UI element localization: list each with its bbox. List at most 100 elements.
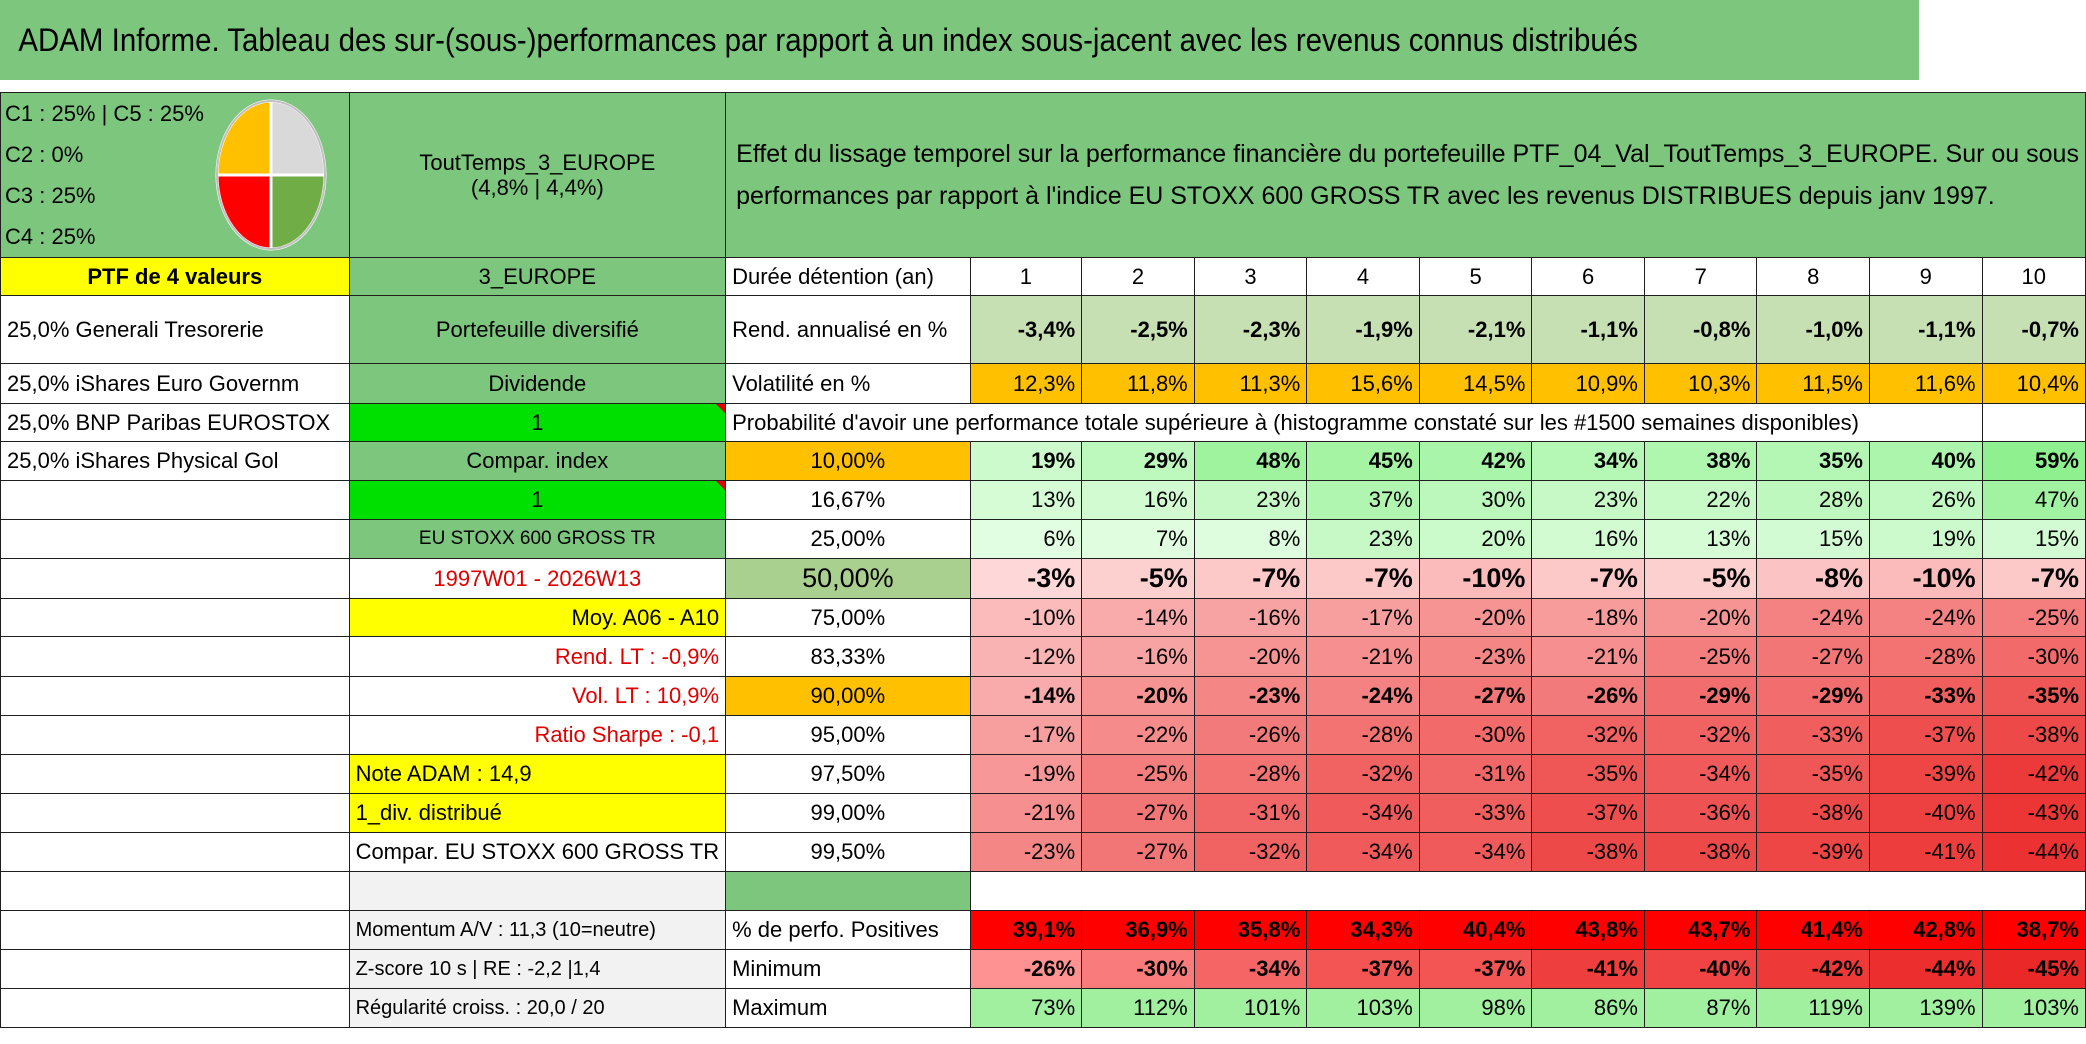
- prob-value: -27%: [1081, 832, 1195, 872]
- empty-cell: [0, 480, 350, 520]
- min-value-3: -34%: [1193, 949, 1308, 989]
- prob-value: -39%: [1756, 832, 1870, 872]
- prob-value: -23%: [1193, 676, 1308, 716]
- prob-value: 15%: [1756, 519, 1870, 559]
- sharpe: Ratio Sharpe : -0,1: [348, 715, 727, 755]
- pos-value-9: 42,8%: [1869, 910, 1983, 950]
- prob-value: -16%: [1193, 598, 1308, 637]
- empty-cell: [0, 832, 350, 872]
- prob-value: -25%: [1981, 598, 2086, 637]
- pos-value-8: 41,4%: [1756, 910, 1870, 950]
- momentum: Momentum A/V : 11,3 (10=neutre): [348, 910, 727, 950]
- portfolio-name: ToutTemps_3_EUROPE: [419, 149, 656, 175]
- empty-cell: [0, 871, 350, 911]
- rend-value-1: -3,4%: [969, 295, 1083, 364]
- rend-lt: Rend. LT : -0,9%: [348, 636, 727, 677]
- empty-cell: [0, 558, 350, 599]
- prob-value: -27%: [1081, 793, 1195, 833]
- prob-value: -18%: [1531, 598, 1645, 637]
- prob-value: 13%: [1643, 519, 1758, 559]
- prob-value: -28%: [1193, 754, 1308, 794]
- max-value-2: 112%: [1081, 988, 1195, 1028]
- prob-value: -27%: [1756, 636, 1870, 677]
- pos-value-7: 43,7%: [1643, 910, 1758, 950]
- prob-threshold-3: 25,00%: [725, 519, 971, 559]
- prob-value: -32%: [1643, 715, 1758, 755]
- prob-value: 22%: [1643, 480, 1758, 520]
- prob-value: -32%: [1306, 754, 1420, 794]
- rend-value-10: -0,7%: [1981, 295, 2086, 364]
- year-9: 9: [1869, 257, 1983, 296]
- min-value-4: -37%: [1306, 949, 1420, 989]
- rend-value-9: -1,1%: [1869, 295, 1983, 364]
- vol-value-5: 14,5%: [1418, 363, 1533, 404]
- prob-value: -21%: [969, 793, 1083, 833]
- min-value-2: -30%: [1081, 949, 1195, 989]
- prob-value: -34%: [1306, 832, 1420, 872]
- description-cell: Effet du lissage temporel sur la perform…: [725, 92, 2086, 258]
- prob-value: 59%: [1981, 441, 2086, 481]
- prob-threshold-7: 90,00%: [725, 676, 971, 716]
- prob-value: 19%: [1869, 519, 1983, 559]
- prob-threshold-9: 97,50%: [725, 754, 971, 794]
- prob-value: 16%: [1081, 480, 1195, 520]
- prob-value: -30%: [1981, 636, 2086, 677]
- empty-cell: [0, 949, 350, 989]
- vol-label: Volatilité en %: [725, 363, 971, 404]
- prob-value: -14%: [1081, 598, 1195, 637]
- min-value-10: -45%: [1981, 949, 2086, 989]
- prob-value: -33%: [1418, 793, 1533, 833]
- allocation-c3: C3 : 25%: [5, 183, 96, 208]
- prob-value: -8%: [1756, 558, 1870, 599]
- prob-threshold-10: 99,00%: [725, 793, 971, 833]
- rend-label: Rend. annualisé en %: [725, 295, 971, 364]
- prob-value: -40%: [1869, 793, 1983, 833]
- pos-value-4: 34,3%: [1306, 910, 1420, 950]
- prob-value: -34%: [1643, 754, 1758, 794]
- vol-value-8: 11,5%: [1756, 363, 1870, 404]
- prob-value: -39%: [1869, 754, 1983, 794]
- allocation-c2: C2 : 0%: [5, 142, 84, 167]
- dividende-label: Dividende: [348, 363, 727, 404]
- report-title: ADAM Informe. Tableau des sur-(sous-)per…: [0, 0, 1920, 80]
- rend-value-6: -1,1%: [1531, 295, 1645, 364]
- prob-value: 34%: [1531, 441, 1645, 481]
- prob-value: -27%: [1418, 676, 1533, 716]
- note-adam: Note ADAM : 14,9: [348, 754, 727, 794]
- empty-cell: [0, 988, 350, 1028]
- prob-value: -24%: [1756, 598, 1870, 637]
- rend-value-2: -2,5%: [1081, 295, 1195, 364]
- pos-value-5: 40,4%: [1418, 910, 1533, 950]
- prob-value: 23%: [1531, 480, 1645, 520]
- prob-value: -20%: [1081, 676, 1195, 716]
- prob-value: 29%: [1081, 441, 1195, 481]
- portfolio-header: ToutTemps_3_EUROPE (4,8% | 4,4%): [348, 92, 727, 258]
- allocation-pie: [213, 97, 329, 257]
- prob-value: -22%: [1081, 715, 1195, 755]
- prob-value: -42%: [1981, 754, 2086, 794]
- portfolio-stats: (4,8% | 4,4%): [470, 175, 604, 200]
- prob-value: -36%: [1643, 793, 1758, 833]
- prob-value: -7%: [1306, 558, 1420, 599]
- prob-value: -38%: [1531, 832, 1645, 872]
- prob-value: 47%: [1981, 480, 2086, 520]
- prob-threshold-5: 75,00%: [725, 598, 971, 637]
- prob-value: -17%: [969, 715, 1083, 755]
- pos-value-6: 43,8%: [1531, 910, 1645, 950]
- year-5: 5: [1418, 257, 1533, 296]
- prob-value: 28%: [1756, 480, 1870, 520]
- empty-cell: [0, 754, 350, 794]
- prob-value: -34%: [1306, 793, 1420, 833]
- min-value-9: -44%: [1869, 949, 1983, 989]
- prob-value: -3%: [969, 558, 1083, 599]
- year-3: 3: [1193, 257, 1308, 296]
- year-7: 7: [1643, 257, 1758, 296]
- vol-value-4: 15,6%: [1306, 363, 1420, 404]
- max-value-5: 98%: [1418, 988, 1533, 1028]
- max-value-8: 119%: [1756, 988, 1870, 1028]
- prob-title: Probabilité d'avoir une performance tota…: [725, 403, 1983, 442]
- prob-value: -41%: [1869, 832, 1983, 872]
- max-label: Maximum: [725, 988, 971, 1028]
- max-value-6: 86%: [1531, 988, 1645, 1028]
- prob-value: -5%: [1081, 558, 1195, 599]
